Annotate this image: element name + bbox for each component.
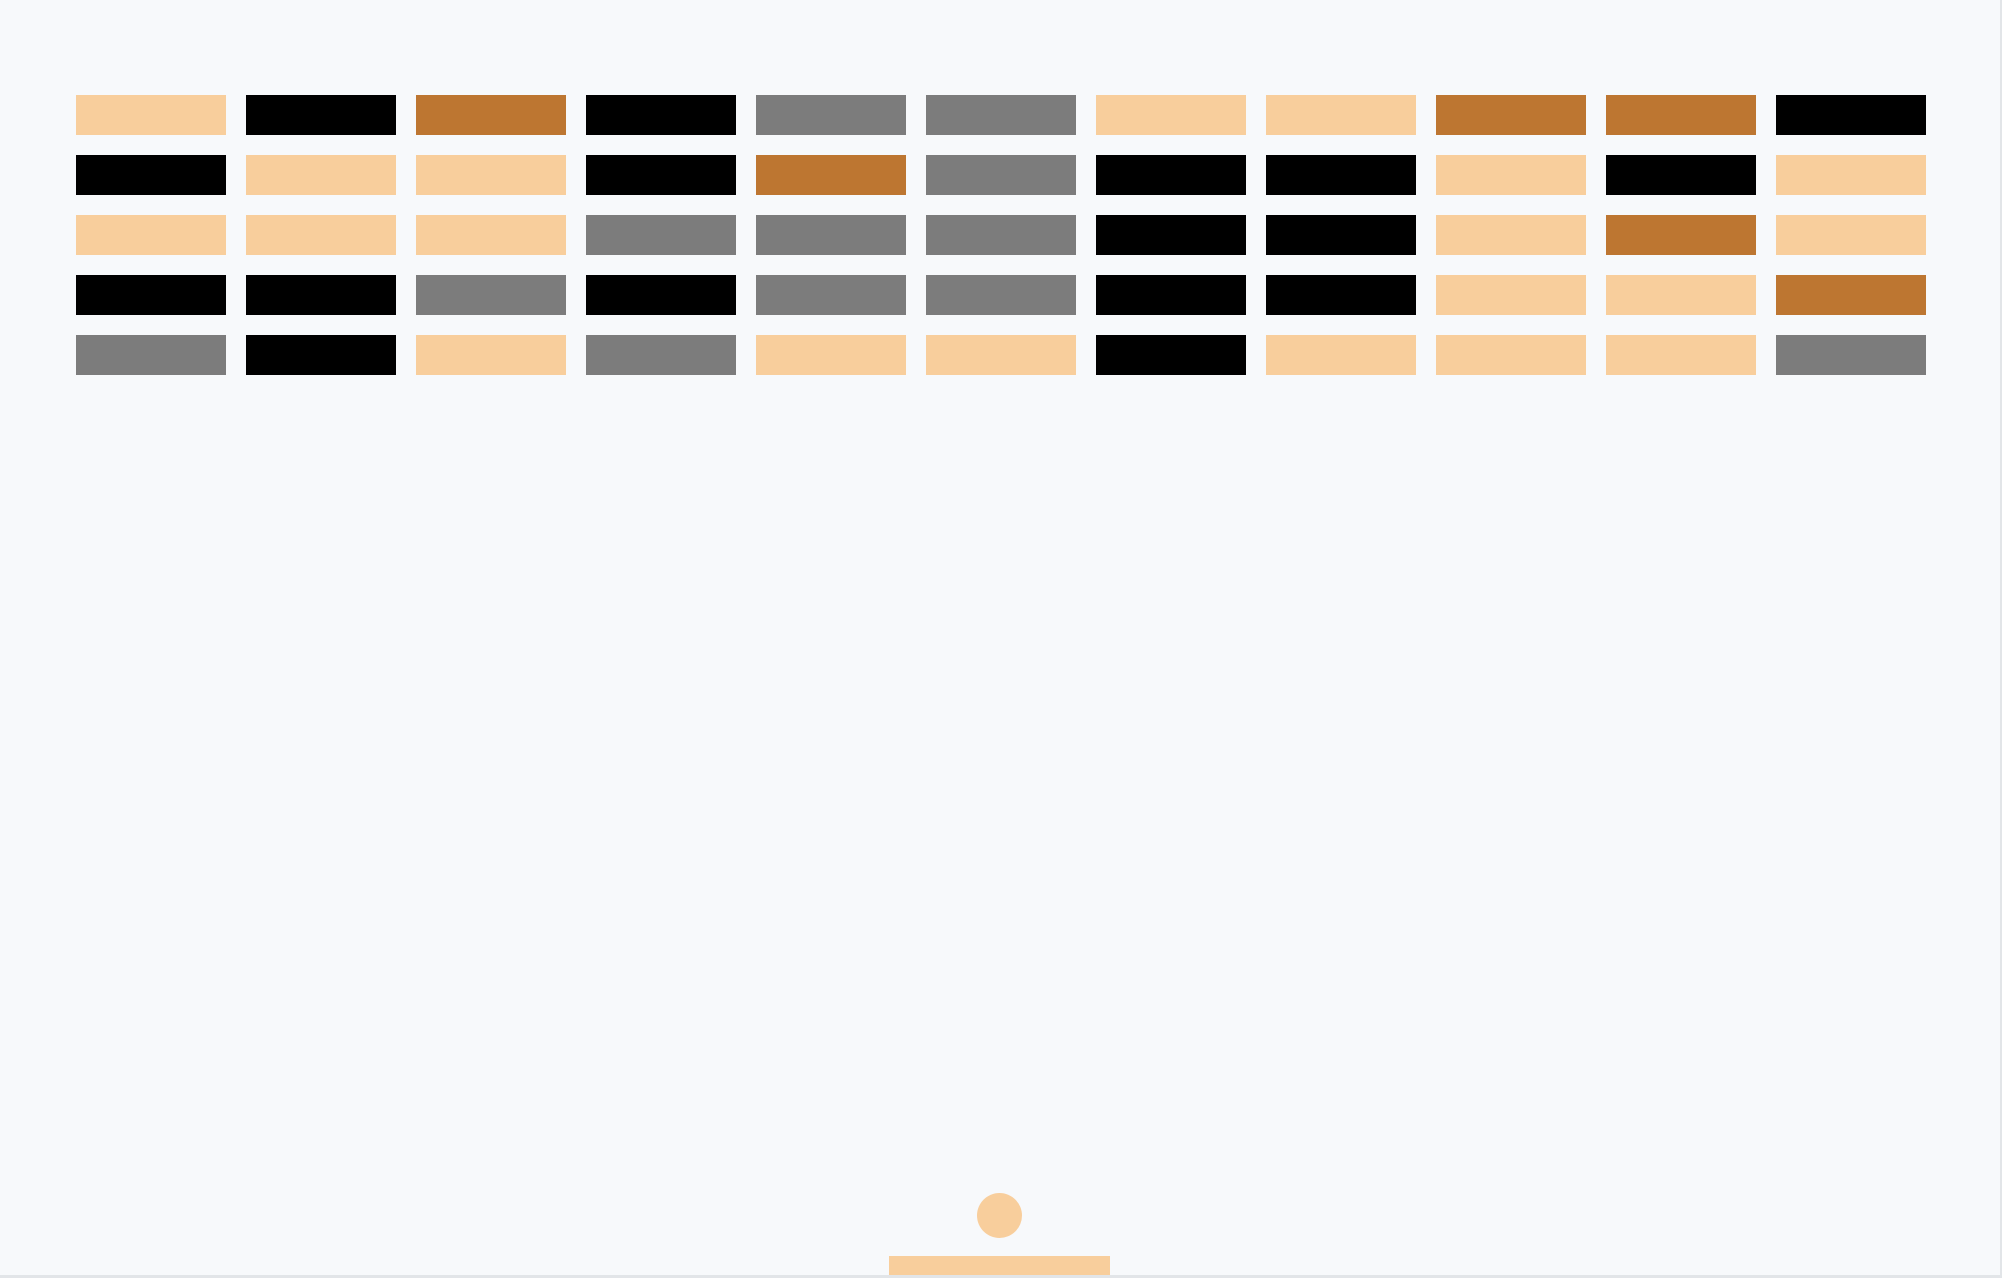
brick xyxy=(926,275,1076,315)
brick xyxy=(416,335,566,375)
brick xyxy=(1266,215,1416,255)
brick xyxy=(756,335,906,375)
brick xyxy=(246,95,396,135)
brick xyxy=(586,215,736,255)
brick xyxy=(1776,275,1926,315)
paddle[interactable] xyxy=(889,1256,1110,1275)
brick xyxy=(1606,215,1756,255)
brick xyxy=(1266,95,1416,135)
brick xyxy=(1096,335,1246,375)
brick xyxy=(586,155,736,195)
brick xyxy=(1776,95,1926,135)
brick xyxy=(246,335,396,375)
brick xyxy=(756,215,906,255)
brick xyxy=(416,275,566,315)
brick xyxy=(1606,155,1756,195)
brick xyxy=(1606,335,1756,375)
brick xyxy=(1606,275,1756,315)
brick xyxy=(926,335,1076,375)
brick xyxy=(926,155,1076,195)
brick xyxy=(246,275,396,315)
brick xyxy=(76,275,226,315)
brick xyxy=(1436,155,1586,195)
brick xyxy=(756,95,906,135)
brick xyxy=(1096,275,1246,315)
brick xyxy=(1096,155,1246,195)
brick xyxy=(756,275,906,315)
brick xyxy=(1096,95,1246,135)
brick xyxy=(416,215,566,255)
brick xyxy=(76,215,226,255)
brick xyxy=(586,95,736,135)
brick xyxy=(1436,275,1586,315)
brick xyxy=(76,155,226,195)
brick-wall xyxy=(76,95,1928,377)
brick xyxy=(1776,155,1926,195)
brick xyxy=(586,335,736,375)
brick xyxy=(1266,335,1416,375)
brick xyxy=(926,95,1076,135)
brick xyxy=(1436,215,1586,255)
brick xyxy=(1436,95,1586,135)
brick xyxy=(586,275,736,315)
brick xyxy=(1266,155,1416,195)
brick xyxy=(76,95,226,135)
ball xyxy=(977,1193,1022,1238)
brick xyxy=(756,155,906,195)
brick xyxy=(416,155,566,195)
brick xyxy=(1436,335,1586,375)
brick xyxy=(1096,215,1246,255)
brick xyxy=(926,215,1076,255)
brick xyxy=(1606,95,1756,135)
brick xyxy=(246,215,396,255)
brick xyxy=(246,155,396,195)
brick xyxy=(1776,335,1926,375)
brick xyxy=(76,335,226,375)
brick xyxy=(416,95,566,135)
brick xyxy=(1776,215,1926,255)
brick xyxy=(1266,275,1416,315)
